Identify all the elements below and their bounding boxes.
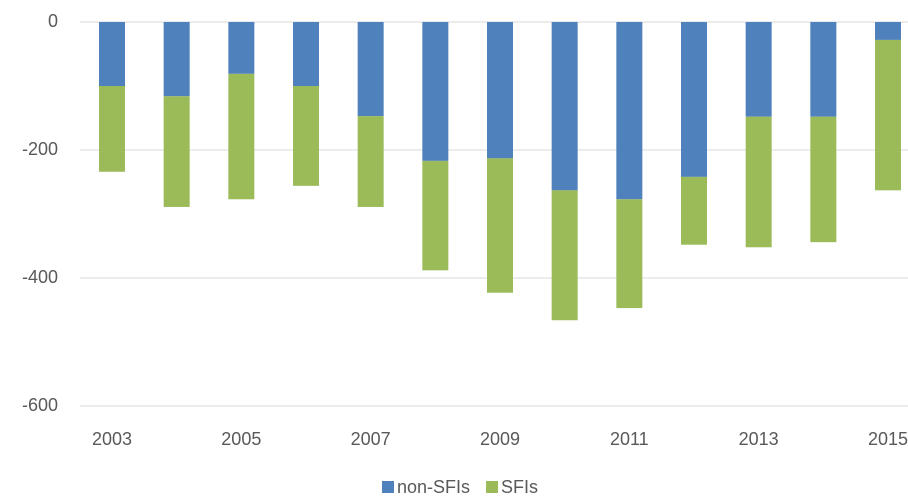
x-tick-label: 2007 <box>351 429 391 449</box>
bar-segment <box>228 73 255 200</box>
bar-segment <box>681 176 707 245</box>
bar-segment <box>357 116 384 207</box>
bar-segment <box>681 22 707 177</box>
bar-segment <box>487 22 513 159</box>
x-tick-label: 2011 <box>610 429 649 449</box>
x-tick-label: 2003 <box>92 429 132 449</box>
x-tick-label: 2015 <box>868 429 908 449</box>
bar-segment <box>616 199 643 309</box>
bar-segment <box>422 22 449 161</box>
y-tick-label: -600 <box>22 395 58 415</box>
y-tick-label: 0 <box>48 11 58 31</box>
legend-label: non-SFIs <box>397 477 470 497</box>
bar-segment <box>99 86 125 172</box>
bar-segment <box>422 160 449 271</box>
bar-segment <box>163 22 190 97</box>
legend-swatch <box>382 481 394 493</box>
bar-segment <box>551 190 578 321</box>
bar-segment <box>810 116 837 243</box>
bar-segment <box>875 22 901 40</box>
bar-segment <box>163 96 190 207</box>
bar-segment <box>228 22 255 74</box>
bar-segment <box>293 86 319 186</box>
legend-label: SFIs <box>501 477 538 497</box>
y-tick-label: -200 <box>22 139 58 159</box>
x-tick-label: 2013 <box>739 429 779 449</box>
bar-segment <box>745 116 772 248</box>
bar-segment <box>745 22 772 117</box>
bar-segment <box>810 22 837 117</box>
bar-segment <box>99 22 125 86</box>
bar-segment <box>293 22 319 86</box>
bar-segment <box>616 22 643 200</box>
bar-segment <box>551 22 578 191</box>
y-tick-label: -400 <box>22 267 58 287</box>
x-tick-label: 2009 <box>480 429 520 449</box>
x-tick-label: 2005 <box>221 429 261 449</box>
bar-segment <box>357 22 384 117</box>
bar-segment <box>487 158 513 293</box>
legend-swatch <box>486 481 499 493</box>
bar-segment <box>875 39 901 191</box>
